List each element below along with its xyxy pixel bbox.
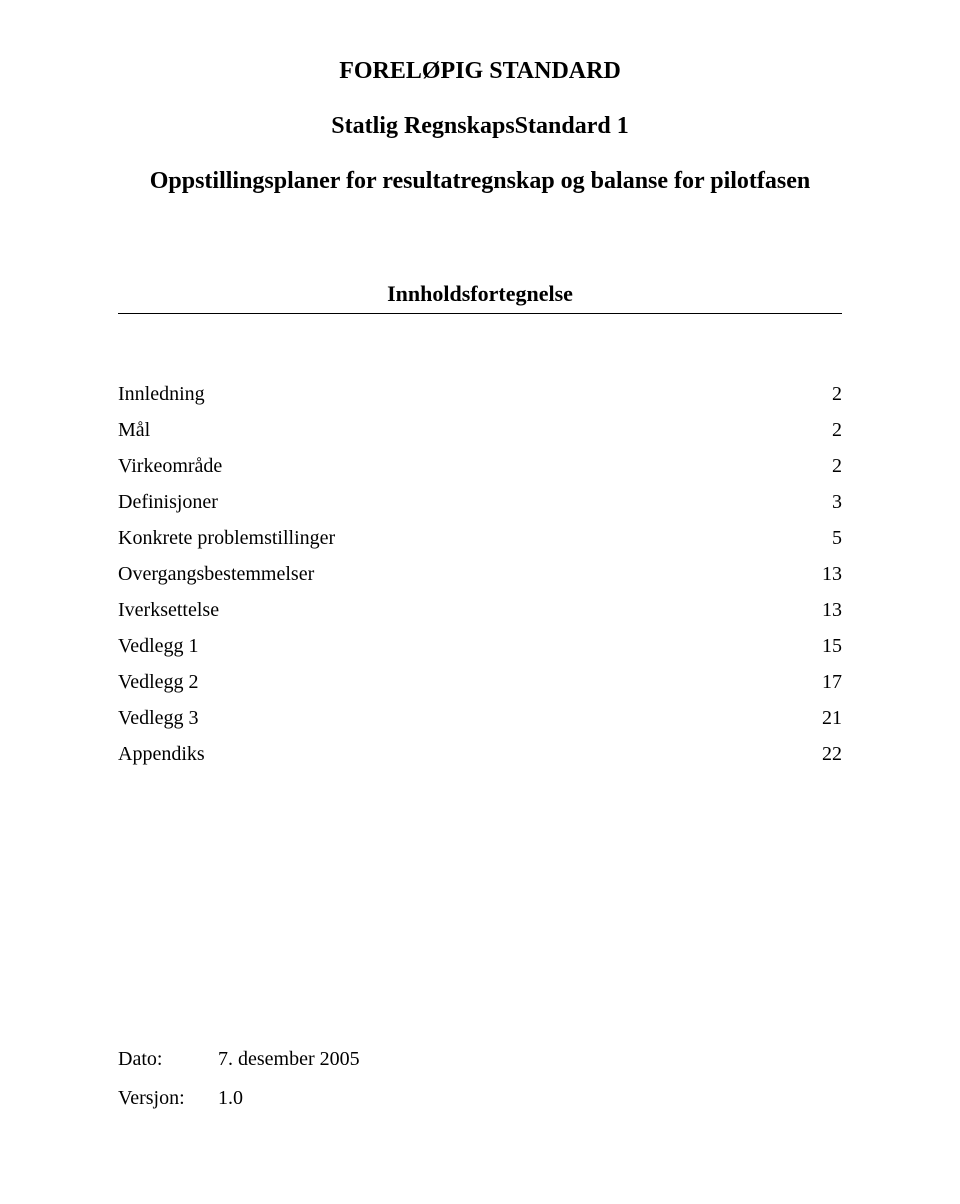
toc-item-page: 2 [806,456,842,476]
footer-version-row: Versjon: 1.0 [118,1087,360,1110]
footer-version-label: Versjon: [118,1087,218,1110]
toc-item-page: 2 [806,384,842,404]
toc-item-label: Vedlegg 2 [118,672,199,692]
toc-item-label: Vedlegg 3 [118,708,199,728]
toc-item-page: 22 [806,744,842,764]
toc-item: Mål 2 [118,420,842,440]
footer-version-value: 1.0 [218,1087,243,1110]
toc-item-label: Konkrete problemstillinger [118,528,335,548]
toc-item: Vedlegg 3 21 [118,708,842,728]
toc-item-page: 5 [806,528,842,548]
toc-item: Vedlegg 1 15 [118,636,842,656]
toc-item-page: 21 [806,708,842,728]
toc-item-page: 13 [806,600,842,620]
document-footer: Dato: 7. desember 2005 Versjon: 1.0 [118,1048,360,1126]
toc-item: Vedlegg 2 17 [118,672,842,692]
toc-heading: Innholdsfortegnelse [118,281,842,307]
toc-item: Overgangsbestemmelser 13 [118,564,842,584]
toc-item-label: Vedlegg 1 [118,636,199,656]
toc-item-page: 3 [806,492,842,512]
toc-item: Konkrete problemstillinger 5 [118,528,842,548]
toc-item-label: Overgangsbestemmelser [118,564,314,584]
toc-item-label: Innledning [118,384,205,404]
toc-item-label: Appendiks [118,744,205,764]
toc-item-page: 17 [806,672,842,692]
toc-item: Virkeområde 2 [118,456,842,476]
toc-list: Innledning 2 Mål 2 Virkeområde 2 Definis… [118,384,842,764]
toc-item-label: Virkeområde [118,456,222,476]
footer-date-value: 7. desember 2005 [218,1048,360,1071]
toc-item-label: Definisjoner [118,492,218,512]
title-line-3: Oppstillingsplaner for resultatregnskap … [118,168,842,195]
toc-item-page: 2 [806,420,842,440]
toc-item-page: 15 [806,636,842,656]
footer-date-row: Dato: 7. desember 2005 [118,1048,360,1071]
footer-date-label: Dato: [118,1048,218,1071]
title-line-1: FORELØPIG STANDARD [118,58,842,85]
toc-item-page: 13 [806,564,842,584]
toc-item-label: Mål [118,420,150,440]
toc-item: Appendiks 22 [118,744,842,764]
toc-item-label: Iverksettelse [118,600,219,620]
title-line-2: Statlig RegnskapsStandard 1 [118,113,842,140]
toc-item: Iverksettelse 13 [118,600,842,620]
toc-divider [118,313,842,314]
toc-item: Innledning 2 [118,384,842,404]
document-page: FORELØPIG STANDARD Statlig RegnskapsStan… [0,0,960,1204]
toc-item: Definisjoner 3 [118,492,842,512]
